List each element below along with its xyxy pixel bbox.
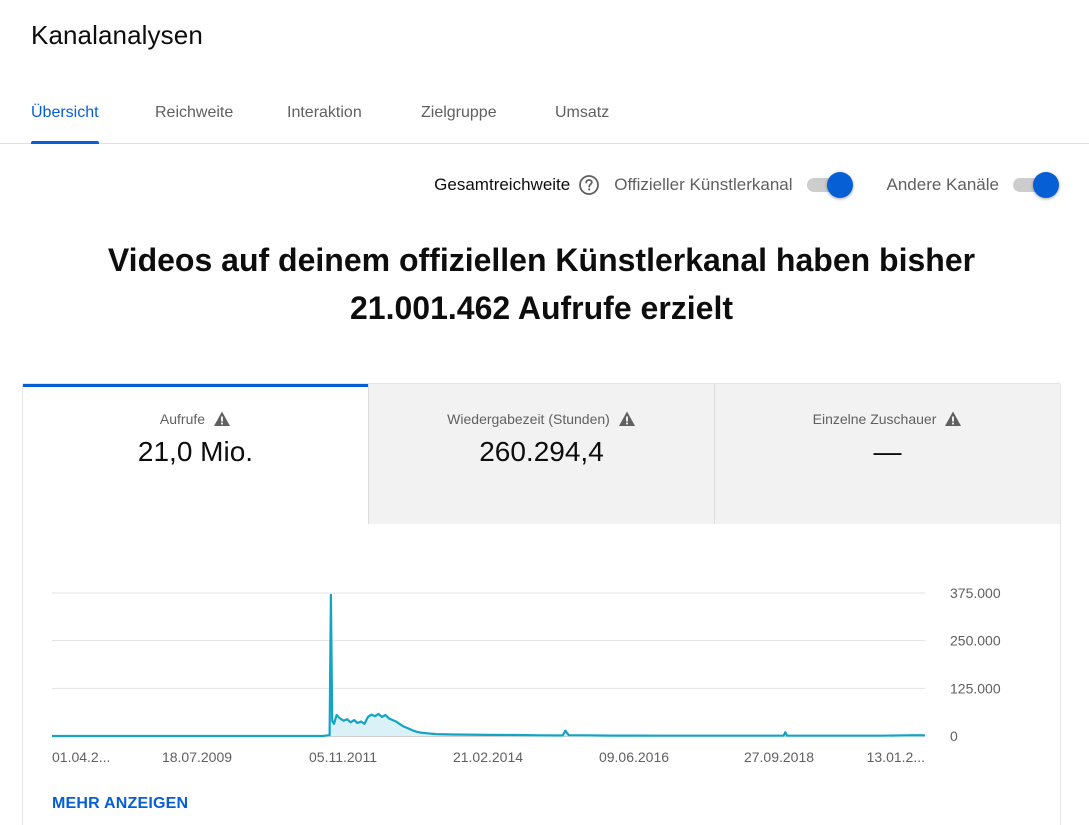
help-circle-icon[interactable]: [578, 174, 600, 196]
metric-label-unique-viewers: Einzelne Zuschauer: [812, 411, 937, 427]
channel-filter-row: Gesamtreichweite Offizieller Künstlerkan…: [434, 170, 1059, 200]
official-artist-channel-toggle[interactable]: [806, 172, 853, 198]
y-tick-label: 125.000: [950, 680, 1001, 696]
metric-tab-views[interactable]: Aufrufe 21,0 Mio.: [23, 384, 368, 524]
metric-label-watch-time: Wiedergabezeit (Stunden): [447, 411, 610, 427]
y-tick-label: 0: [950, 728, 958, 744]
views-line: [52, 593, 926, 738]
metric-label-views: Aufrufe: [159, 411, 206, 427]
tab-engagement[interactable]: Interaktion: [287, 104, 362, 121]
x-tick-label: 13.01.2...: [867, 749, 925, 765]
show-more-link[interactable]: MEHR ANZEIGEN: [52, 795, 189, 812]
warning-icon: [214, 411, 231, 426]
metric-value-watch-time: 260.294,4: [479, 436, 604, 467]
other-channels-toggle[interactable]: [1013, 172, 1059, 198]
tab-audience[interactable]: Zielgruppe: [421, 104, 497, 121]
x-tick-label: 27.09.2018: [744, 749, 814, 765]
x-tick-label: 18.07.2009: [162, 749, 232, 765]
warning-icon: [945, 411, 962, 426]
x-tick-label: 05.11.2011: [309, 749, 377, 765]
x-tick-label: 01.04.2...: [52, 749, 110, 765]
metric-tab-watch-time[interactable]: Wiedergabezeit (Stunden) 260.294,4: [368, 384, 714, 524]
total-reach-label: Gesamtreichweite: [434, 175, 571, 194]
tab-bar: Übersicht Reichweite Interaktion Zielgru…: [0, 96, 1089, 144]
views-headline: Videos auf deinem offiziellen Künstlerka…: [0, 236, 1083, 332]
x-tick-label: 21.02.2014: [453, 749, 523, 765]
x-tick-label: 09.06.2016: [599, 749, 669, 765]
other-channels-label: Andere Kanäle: [886, 175, 999, 194]
views-area: [52, 594, 925, 736]
headline-line-2: 21.001.462 Aufrufe erzielt: [350, 290, 733, 326]
views-chart: 0 125.000 250.000 375.000 01.04.2... 18.07.20…: [52, 585, 1001, 765]
official-artist-channel-label: Offizieller Künstlerkanal: [614, 175, 793, 194]
metric-value-unique-viewers: —: [873, 436, 902, 467]
metric-tab-unique-viewers[interactable]: Einzelne Zuschauer —: [714, 384, 1060, 524]
metrics-card: Aufrufe 21,0 Mio. Wiedergabezeit (Stunde…: [22, 383, 1061, 825]
tab-overview[interactable]: Übersicht: [31, 96, 99, 144]
y-tick-label: 375.000: [950, 585, 1001, 601]
warning-icon: [618, 411, 635, 426]
tab-reach[interactable]: Reichweite: [155, 104, 234, 121]
tab-revenue[interactable]: Umsatz: [555, 104, 610, 121]
y-tick-label: 250.000: [950, 633, 1001, 649]
headline-line-1: Videos auf deinem offiziellen Künstlerka…: [107, 242, 976, 278]
page-title: Kanalanalysen: [31, 20, 203, 50]
metric-value-views: 21,0 Mio.: [137, 436, 254, 467]
